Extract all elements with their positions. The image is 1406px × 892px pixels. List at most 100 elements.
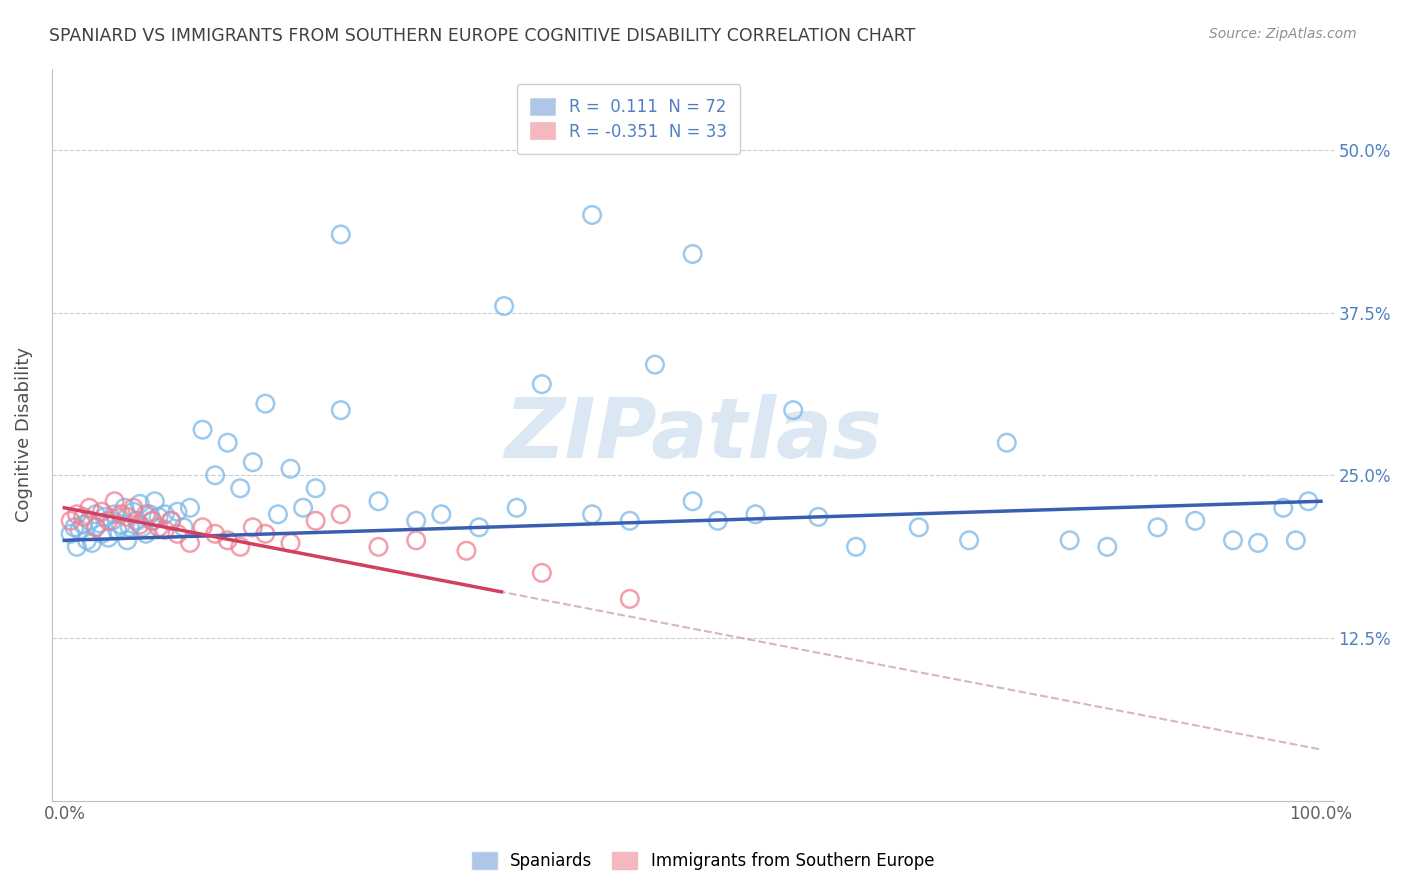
Point bbox=[242, 455, 264, 469]
Point bbox=[166, 505, 188, 519]
Point bbox=[1247, 536, 1270, 550]
Point bbox=[72, 517, 94, 532]
Point bbox=[367, 540, 389, 554]
Point bbox=[114, 500, 136, 515]
Point bbox=[229, 481, 252, 495]
Point bbox=[153, 523, 176, 537]
Point bbox=[644, 358, 666, 372]
Point bbox=[204, 526, 226, 541]
Point bbox=[72, 509, 94, 524]
Point bbox=[581, 208, 603, 222]
Point bbox=[76, 533, 98, 548]
Point bbox=[139, 508, 162, 522]
Point bbox=[160, 514, 183, 528]
Point bbox=[304, 514, 326, 528]
Point bbox=[93, 509, 115, 524]
Point bbox=[456, 543, 478, 558]
Y-axis label: Cognitive Disability: Cognitive Disability bbox=[15, 347, 32, 522]
Point bbox=[1146, 520, 1168, 534]
Point bbox=[304, 481, 326, 495]
Point bbox=[131, 520, 153, 534]
Point bbox=[101, 514, 124, 528]
Point bbox=[97, 531, 120, 545]
Point bbox=[127, 514, 149, 528]
Point bbox=[166, 526, 188, 541]
Point bbox=[63, 520, 86, 534]
Point bbox=[141, 514, 163, 528]
Point bbox=[329, 508, 352, 522]
Point bbox=[179, 536, 201, 550]
Point bbox=[468, 520, 491, 534]
Point bbox=[1222, 533, 1244, 548]
Point bbox=[782, 403, 804, 417]
Point bbox=[707, 514, 730, 528]
Point bbox=[845, 540, 868, 554]
Point bbox=[1285, 533, 1308, 548]
Point bbox=[141, 514, 163, 528]
Point bbox=[267, 508, 290, 522]
Point bbox=[995, 435, 1018, 450]
Point bbox=[505, 500, 527, 515]
Point bbox=[242, 520, 264, 534]
Point bbox=[191, 423, 214, 437]
Point bbox=[581, 508, 603, 522]
Point bbox=[217, 533, 239, 548]
Point bbox=[254, 526, 277, 541]
Point bbox=[405, 514, 427, 528]
Point bbox=[682, 494, 704, 508]
Point bbox=[110, 517, 132, 532]
Point bbox=[329, 227, 352, 242]
Point bbox=[122, 505, 145, 519]
Point bbox=[292, 500, 315, 515]
Point bbox=[405, 533, 427, 548]
Point bbox=[115, 509, 138, 524]
Point bbox=[619, 514, 641, 528]
Point bbox=[494, 299, 516, 313]
Point bbox=[103, 508, 125, 522]
Point bbox=[118, 520, 141, 534]
Point bbox=[59, 526, 82, 541]
Point bbox=[122, 500, 145, 515]
Point bbox=[1184, 514, 1206, 528]
Point bbox=[1097, 540, 1119, 554]
Point bbox=[135, 526, 157, 541]
Point bbox=[173, 520, 195, 534]
Text: ZIPatlas: ZIPatlas bbox=[503, 394, 882, 475]
Point bbox=[89, 516, 111, 531]
Point bbox=[204, 468, 226, 483]
Point bbox=[59, 514, 82, 528]
Point bbox=[254, 397, 277, 411]
Point bbox=[160, 514, 183, 528]
Point bbox=[135, 508, 157, 522]
Point bbox=[179, 500, 201, 515]
Point bbox=[682, 247, 704, 261]
Point bbox=[110, 508, 132, 522]
Point bbox=[80, 536, 103, 550]
Point bbox=[115, 533, 138, 548]
Point bbox=[84, 508, 107, 522]
Legend: R =  0.111  N = 72, R = -0.351  N = 33: R = 0.111 N = 72, R = -0.351 N = 33 bbox=[517, 84, 740, 153]
Point bbox=[1059, 533, 1081, 548]
Point bbox=[148, 520, 170, 534]
Point bbox=[66, 540, 89, 554]
Point bbox=[143, 494, 166, 508]
Text: Source: ZipAtlas.com: Source: ZipAtlas.com bbox=[1209, 27, 1357, 41]
Point bbox=[105, 523, 128, 537]
Point bbox=[84, 520, 107, 534]
Point bbox=[103, 494, 125, 508]
Point bbox=[148, 509, 170, 524]
Point bbox=[79, 514, 101, 528]
Point bbox=[430, 508, 453, 522]
Point bbox=[128, 517, 150, 532]
Point bbox=[329, 403, 352, 417]
Point bbox=[97, 514, 120, 528]
Point bbox=[1298, 494, 1320, 508]
Point bbox=[67, 523, 90, 537]
Point bbox=[807, 509, 830, 524]
Point bbox=[191, 520, 214, 534]
Point bbox=[229, 540, 252, 554]
Point bbox=[1272, 500, 1295, 515]
Point bbox=[91, 526, 114, 541]
Point bbox=[744, 508, 766, 522]
Point bbox=[530, 377, 553, 392]
